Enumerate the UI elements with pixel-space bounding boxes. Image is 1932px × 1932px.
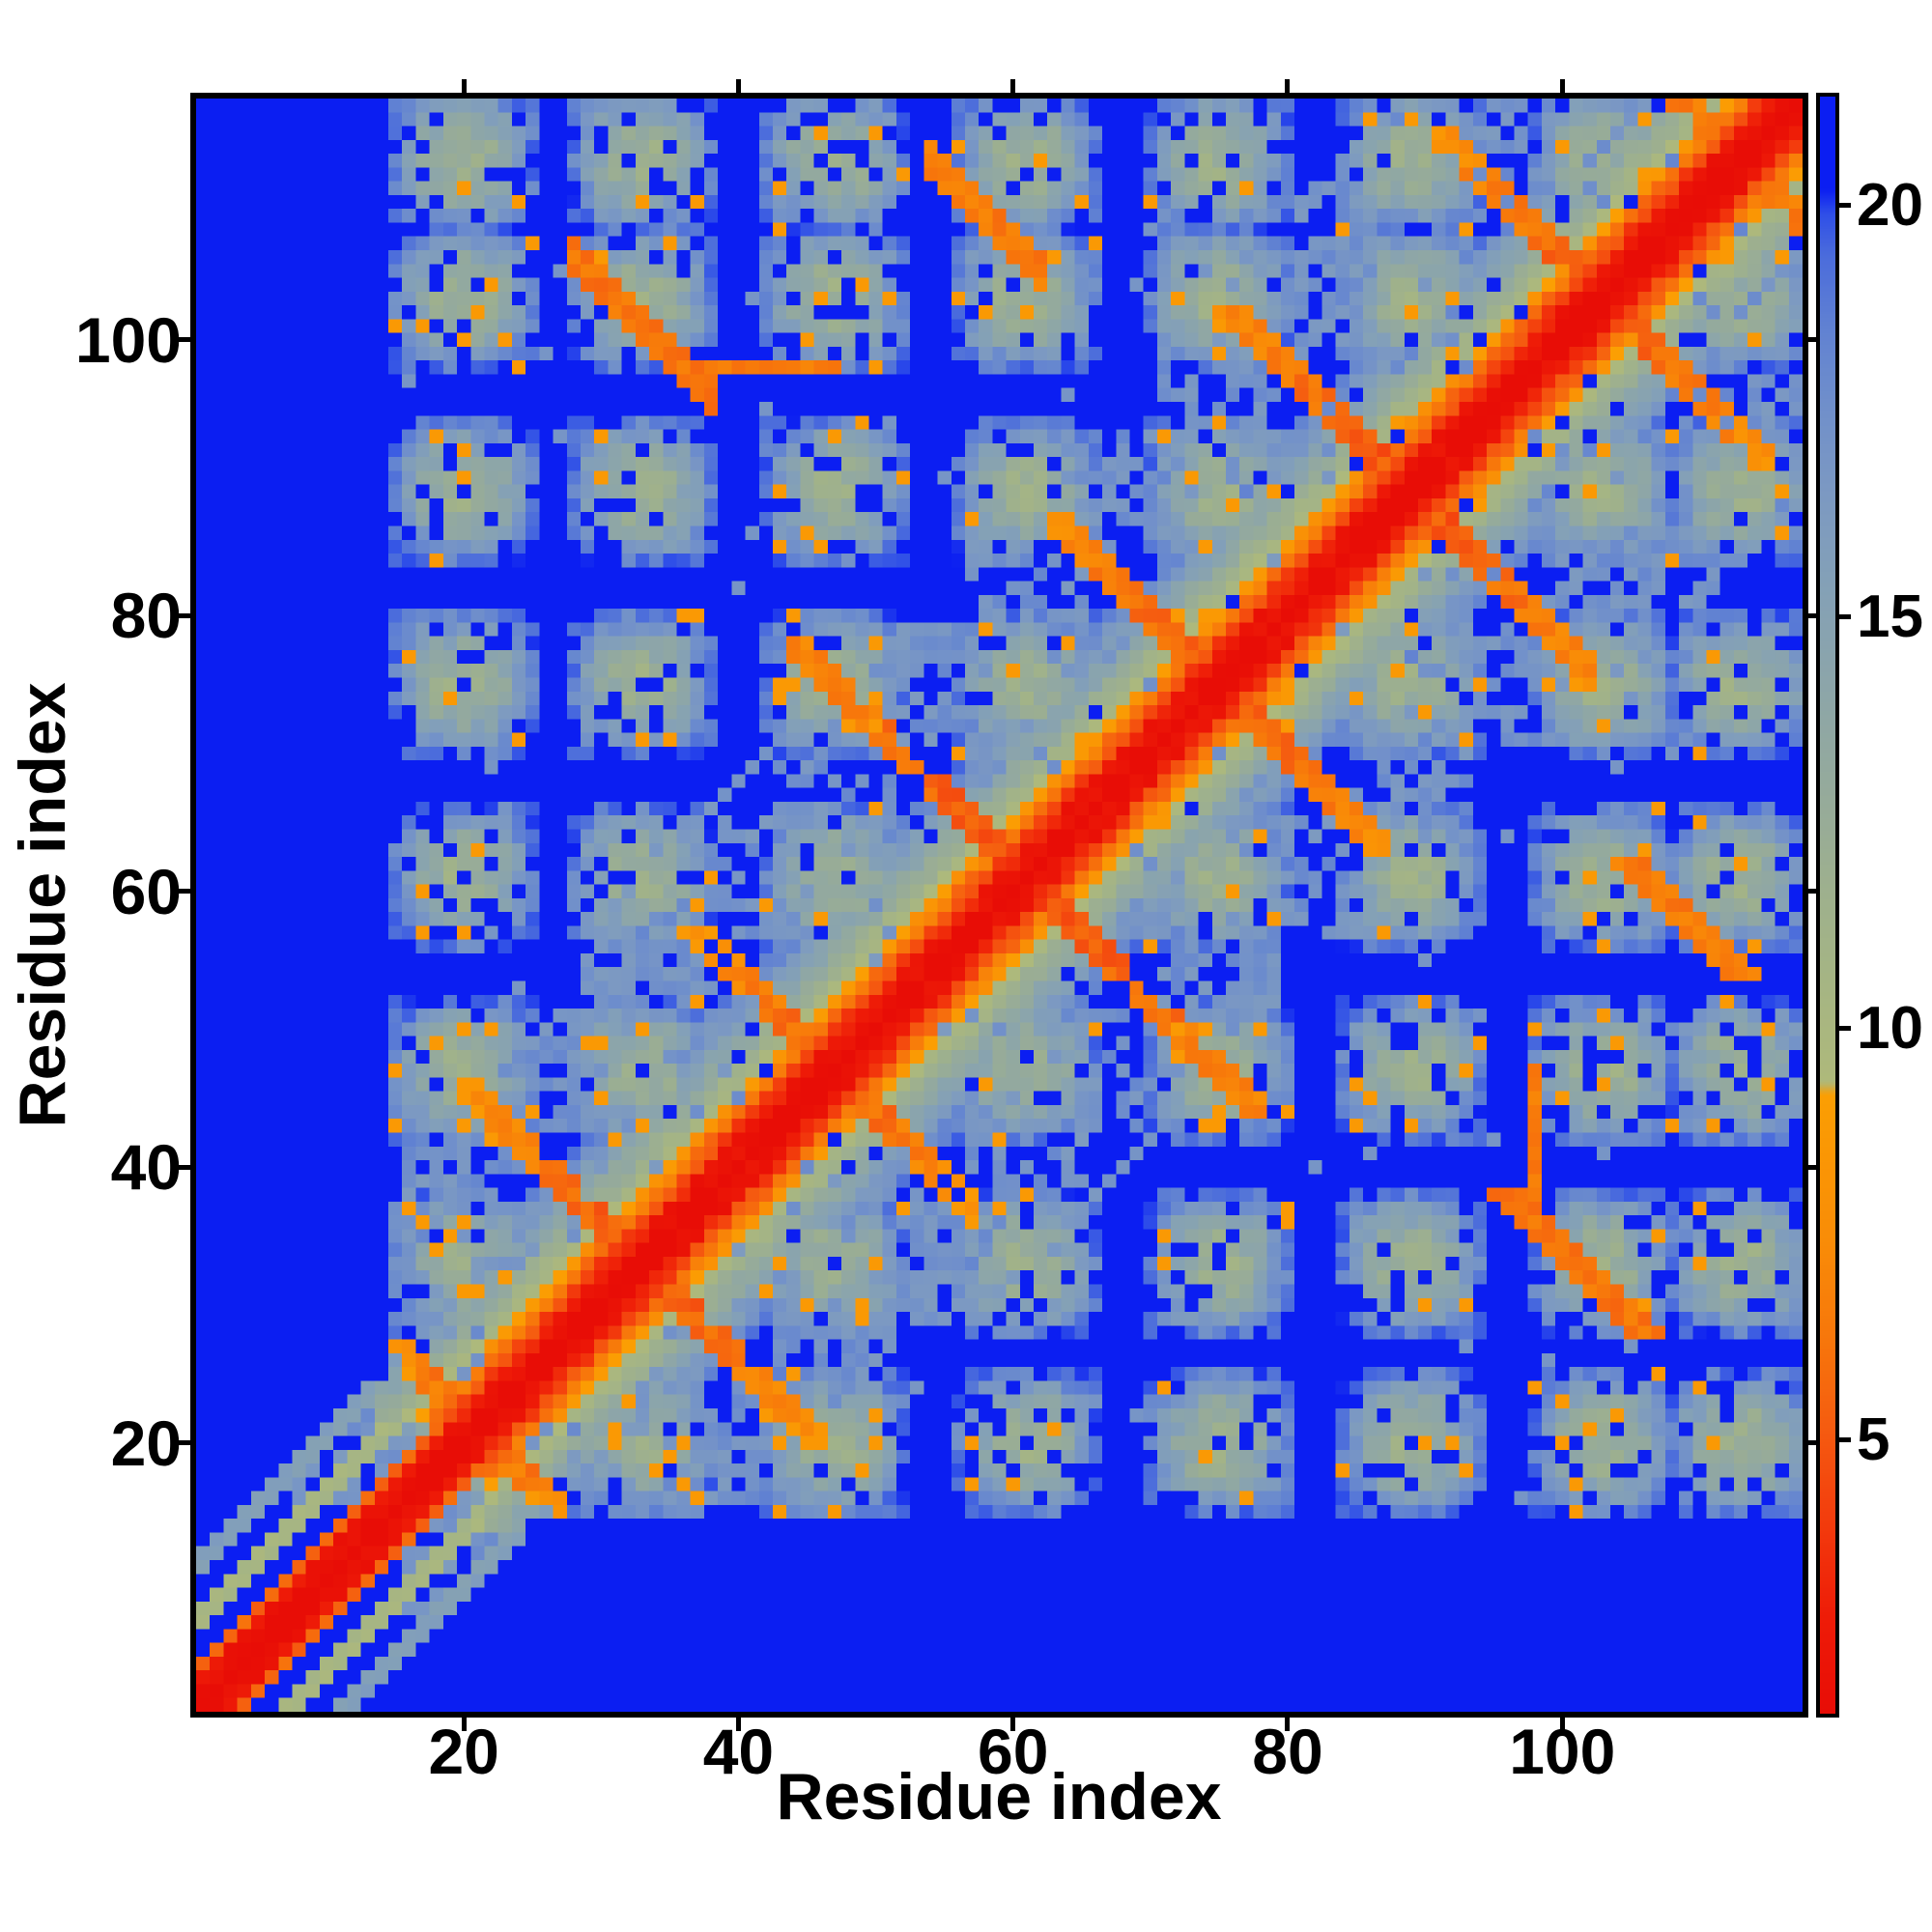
x-tick-mark xyxy=(1559,1718,1565,1731)
x-tick-mark xyxy=(1285,1718,1291,1731)
y-tick-mark-right xyxy=(1808,889,1822,895)
y-tick-mark-right xyxy=(1808,612,1822,618)
x-tick-label: 100 xyxy=(1509,1716,1616,1787)
x-tick-label: 80 xyxy=(1252,1716,1323,1787)
y-tick-mark xyxy=(177,612,190,618)
y-tick-mark-right xyxy=(1808,1164,1822,1170)
y-tick-label: 40 xyxy=(110,1131,182,1204)
colorbar-tick-mark xyxy=(1839,614,1851,620)
x-tick-mark xyxy=(1010,1718,1016,1731)
x-axis-label: Residue index xyxy=(776,1760,1222,1833)
y-tick-mark xyxy=(177,1164,190,1170)
colorbar xyxy=(1816,93,1839,1718)
x-tick-mark-top xyxy=(461,79,467,93)
y-tick-label: 100 xyxy=(74,303,182,376)
colorbar-tick-label: 15 xyxy=(1857,582,1923,650)
colorbar-gradient xyxy=(1820,97,1835,1714)
x-tick-mark-top xyxy=(1559,79,1565,93)
y-tick-mark-right xyxy=(1808,337,1822,343)
x-tick-label: 60 xyxy=(977,1716,1049,1787)
x-tick-mark-top xyxy=(1285,79,1291,93)
colorbar-tick-mark xyxy=(1839,1437,1851,1443)
colorbar-tick-mark xyxy=(1839,1026,1851,1032)
heatmap-canvas xyxy=(196,99,1803,1712)
heatmap-plot-area xyxy=(190,93,1808,1718)
x-tick-mark-top xyxy=(735,79,741,93)
x-tick-label: 20 xyxy=(428,1716,499,1787)
y-axis-label: Residue index xyxy=(6,682,79,1128)
y-tick-mark-right xyxy=(1808,1440,1822,1446)
y-tick-label: 20 xyxy=(110,1406,182,1479)
x-tick-mark xyxy=(735,1718,741,1731)
colorbar-tick-label: 5 xyxy=(1857,1406,1890,1473)
colorbar-tick-mark xyxy=(1839,203,1851,209)
colorbar-tick-label: 20 xyxy=(1857,171,1923,239)
x-tick-mark-top xyxy=(1010,79,1016,93)
x-tick-mark xyxy=(461,1718,467,1731)
colorbar-tick-label: 10 xyxy=(1857,994,1923,1062)
y-tick-label: 60 xyxy=(110,855,182,927)
y-tick-mark xyxy=(177,889,190,895)
y-tick-mark xyxy=(177,337,190,343)
y-tick-label: 80 xyxy=(110,580,182,652)
x-tick-label: 40 xyxy=(702,1716,775,1787)
y-tick-mark xyxy=(177,1440,190,1446)
